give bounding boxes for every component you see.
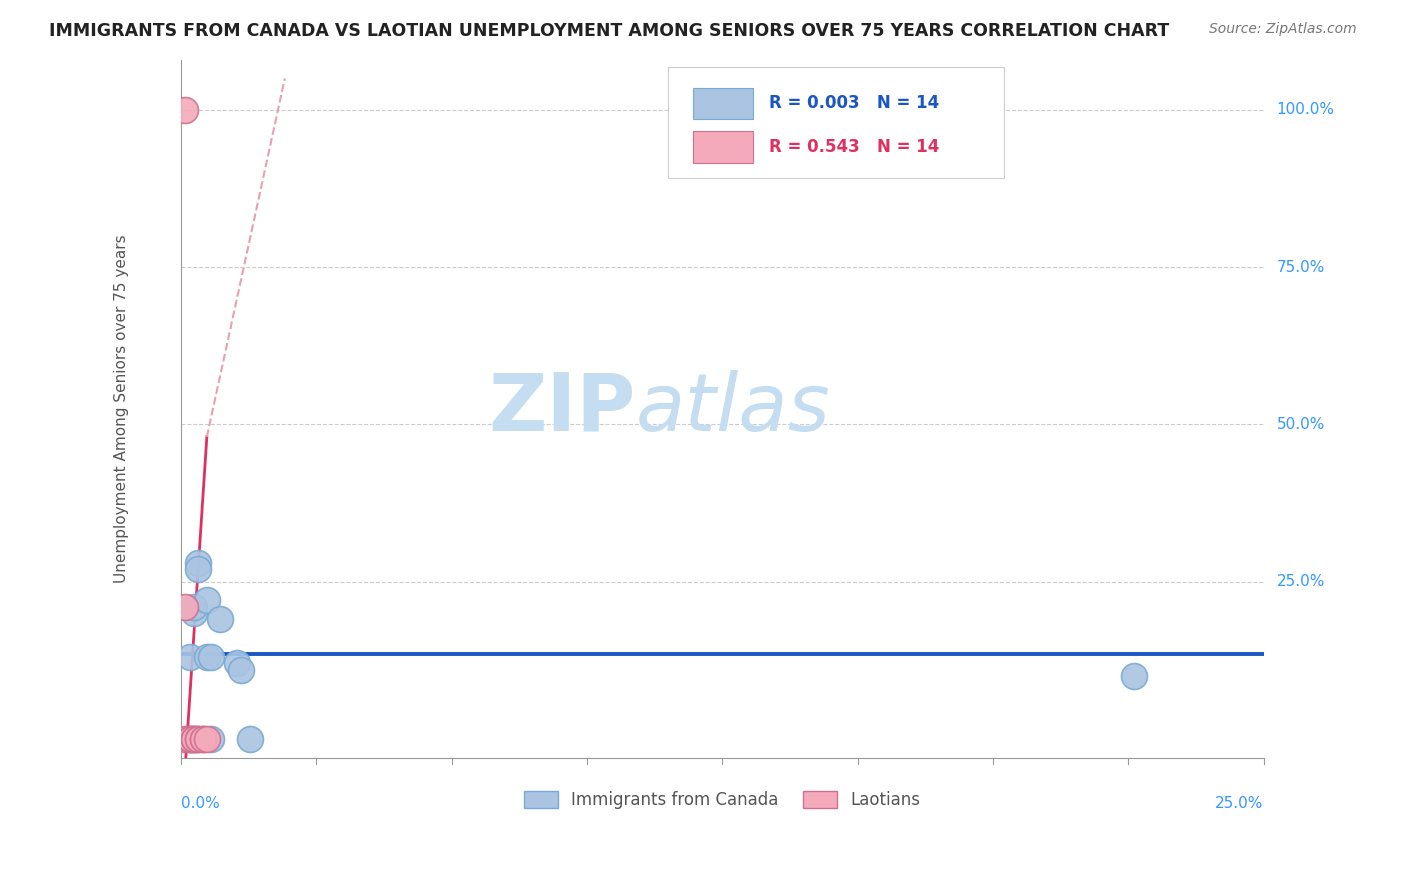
Point bbox=[195, 593, 218, 607]
Point bbox=[195, 650, 218, 665]
Text: 0.0%: 0.0% bbox=[181, 796, 219, 811]
Point bbox=[179, 731, 201, 746]
Text: IMMIGRANTS FROM CANADA VS LAOTIAN UNEMPLOYMENT AMONG SENIORS OVER 75 YEARS CORRE: IMMIGRANTS FROM CANADA VS LAOTIAN UNEMPL… bbox=[49, 22, 1170, 40]
Point bbox=[191, 731, 214, 746]
Point bbox=[174, 731, 197, 746]
Text: 100.0%: 100.0% bbox=[1277, 103, 1334, 118]
Point bbox=[183, 731, 205, 746]
Point bbox=[191, 731, 214, 746]
Point bbox=[187, 731, 209, 746]
Point bbox=[183, 599, 205, 614]
Point bbox=[179, 650, 201, 665]
Point bbox=[183, 731, 205, 746]
FancyBboxPatch shape bbox=[693, 87, 752, 119]
Text: R = 0.003   N = 14: R = 0.003 N = 14 bbox=[769, 95, 939, 112]
Text: atlas: atlas bbox=[636, 369, 831, 448]
Point bbox=[231, 663, 253, 677]
Point bbox=[187, 562, 209, 576]
Text: Source: ZipAtlas.com: Source: ZipAtlas.com bbox=[1209, 22, 1357, 37]
Point bbox=[174, 599, 197, 614]
Point bbox=[187, 731, 209, 746]
Point bbox=[183, 606, 205, 620]
Point bbox=[226, 657, 249, 671]
FancyBboxPatch shape bbox=[668, 67, 1004, 178]
FancyBboxPatch shape bbox=[693, 131, 752, 163]
Text: Unemployment Among Seniors over 75 years: Unemployment Among Seniors over 75 years bbox=[114, 235, 129, 583]
Text: 75.0%: 75.0% bbox=[1277, 260, 1324, 275]
Text: 25.0%: 25.0% bbox=[1215, 796, 1264, 811]
Point bbox=[179, 731, 201, 746]
Point bbox=[239, 731, 262, 746]
Point bbox=[1122, 669, 1144, 683]
Point bbox=[183, 731, 205, 746]
Point bbox=[179, 731, 201, 746]
Text: R = 0.543   N = 14: R = 0.543 N = 14 bbox=[769, 138, 939, 156]
Point bbox=[200, 650, 222, 665]
Legend: Immigrants from Canada, Laotians: Immigrants from Canada, Laotians bbox=[517, 784, 927, 815]
Point bbox=[200, 731, 222, 746]
Text: 50.0%: 50.0% bbox=[1277, 417, 1324, 432]
Text: 25.0%: 25.0% bbox=[1277, 574, 1324, 589]
Text: ZIP: ZIP bbox=[488, 369, 636, 448]
Point bbox=[187, 556, 209, 570]
Point bbox=[208, 612, 231, 626]
Point bbox=[174, 103, 197, 117]
Point bbox=[195, 731, 218, 746]
